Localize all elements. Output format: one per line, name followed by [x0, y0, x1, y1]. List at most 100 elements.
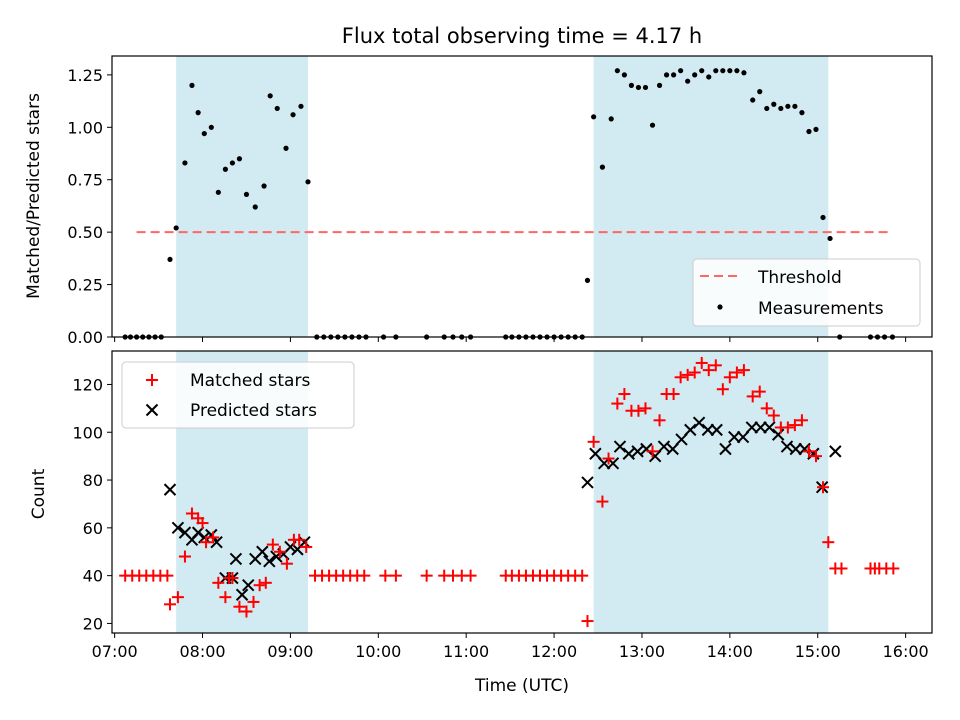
bottom-legend-box	[121, 361, 355, 429]
x-tick-label: 13:00	[619, 642, 665, 661]
predicted-star-point	[684, 423, 697, 437]
x-stroke-b	[771, 428, 785, 441]
x-stroke-b	[780, 440, 794, 453]
measurement-point	[813, 126, 819, 132]
matched-star-point	[809, 450, 822, 463]
figure-title: Flux total observing time = 4.17 h	[342, 24, 702, 48]
top-panel: 0.00 0.25 0.50 0.75 1.00 1.25 Matched/Predict…	[24, 55, 933, 347]
predicted-star-point	[235, 588, 249, 601]
measurement-point	[305, 179, 311, 185]
measurement-point	[608, 116, 614, 122]
measurement-point	[215, 189, 221, 195]
predicted-star-point	[754, 421, 767, 434]
matched-star-point	[887, 562, 900, 575]
x-stroke-b	[229, 552, 243, 566]
measurement-point	[283, 145, 289, 151]
predicted-star-point	[648, 449, 662, 463]
predicted-star-point	[581, 476, 594, 489]
matched-star-point	[702, 364, 715, 377]
measurement-point	[274, 105, 280, 112]
matched-star-point	[746, 390, 759, 403]
measurement-point	[785, 103, 791, 109]
y-tick-label: 40	[83, 567, 103, 586]
predicted-star-point	[710, 423, 723, 437]
measurement-point	[243, 191, 250, 198]
predicted-star-point	[657, 440, 671, 453]
x-stroke-b	[807, 447, 820, 460]
legend-matched-swatch	[146, 374, 158, 386]
measurement-point	[591, 114, 597, 120]
predicted-star-point	[666, 442, 679, 456]
matched-star-point	[196, 517, 209, 530]
measurement-point	[261, 183, 267, 189]
predicted-star-point	[736, 430, 750, 444]
measurement-point	[229, 160, 236, 166]
x-stroke-b	[210, 535, 223, 549]
x-tick-label: 09:00	[267, 642, 313, 661]
x-tick-label: 15:00	[795, 642, 841, 661]
measurement-point	[678, 68, 684, 74]
measurement-point	[642, 84, 649, 91]
x-stroke-b	[205, 528, 218, 542]
y-tick-label: 0.00	[67, 328, 103, 347]
top-y-ticks: 0.00 0.25 0.50 0.75 1.00 1.25	[67, 66, 112, 347]
predicted-star-point	[789, 442, 802, 456]
matched-star-point	[653, 414, 666, 427]
measurement-point	[757, 89, 763, 95]
measurement-point	[820, 214, 826, 221]
matched-star-point	[581, 615, 594, 628]
legend-threshold-label: Threshold	[757, 268, 842, 288]
matched-star-point	[247, 595, 260, 608]
matched-star-point	[688, 366, 701, 379]
matched-star-point	[639, 402, 652, 415]
measurement-point	[806, 128, 812, 135]
matched-star-point	[379, 569, 392, 582]
predicted-star-point	[229, 552, 243, 566]
x-stroke-b	[298, 535, 311, 549]
matched-star-point	[674, 371, 687, 384]
x-stroke-b	[198, 531, 211, 544]
predicted-star-point	[631, 445, 644, 458]
measurement-point	[584, 277, 591, 283]
predicted-star-point	[263, 555, 276, 568]
x-stroke-b	[178, 526, 192, 539]
measurement-point	[699, 68, 705, 74]
x-stroke-b	[666, 442, 679, 456]
bottom-y-ticks: 20 40 60 80 100 120	[72, 375, 112, 633]
y-tick-label: 0.50	[67, 223, 103, 242]
matched-star-point	[420, 569, 433, 582]
matched-star-point	[164, 598, 177, 611]
y-tick-label: 0.75	[67, 171, 103, 190]
predicted-star-point	[780, 440, 794, 453]
predicted-star-point	[298, 535, 311, 549]
legend-measurements-swatch	[717, 304, 723, 310]
legend-predicted-swatch	[145, 403, 159, 417]
matched-star-point	[835, 562, 848, 575]
measurement-point	[671, 72, 677, 78]
top-x-ticks	[114, 337, 907, 342]
legend-matched-label: Matched stars	[190, 371, 310, 391]
x-stroke-b	[581, 476, 594, 489]
measurement-point	[764, 105, 770, 112]
predicted-star-point	[640, 442, 653, 456]
shaded-span	[176, 56, 308, 337]
x-axis-label: Time (UTC)	[474, 676, 569, 696]
x-stroke-b	[657, 440, 671, 453]
predicted-star-point	[701, 423, 715, 437]
measurement-point	[614, 68, 620, 74]
measurement-point	[750, 97, 756, 103]
matched-star-point	[788, 419, 801, 432]
measurement-point	[195, 110, 201, 116]
matched-star-point	[587, 435, 600, 448]
matched-star-point	[681, 368, 694, 381]
matched-star-point	[737, 364, 750, 377]
measurement-point	[692, 72, 698, 78]
y-tick-label: 80	[83, 471, 103, 490]
matched-star-point	[709, 359, 722, 372]
measurement-point	[649, 122, 656, 128]
predicted-star-point	[613, 440, 627, 453]
x-stroke-b	[145, 403, 159, 417]
matched-star-point	[280, 557, 293, 570]
predicted-star-point	[745, 421, 759, 434]
y-tick-label: 1.25	[67, 66, 103, 85]
